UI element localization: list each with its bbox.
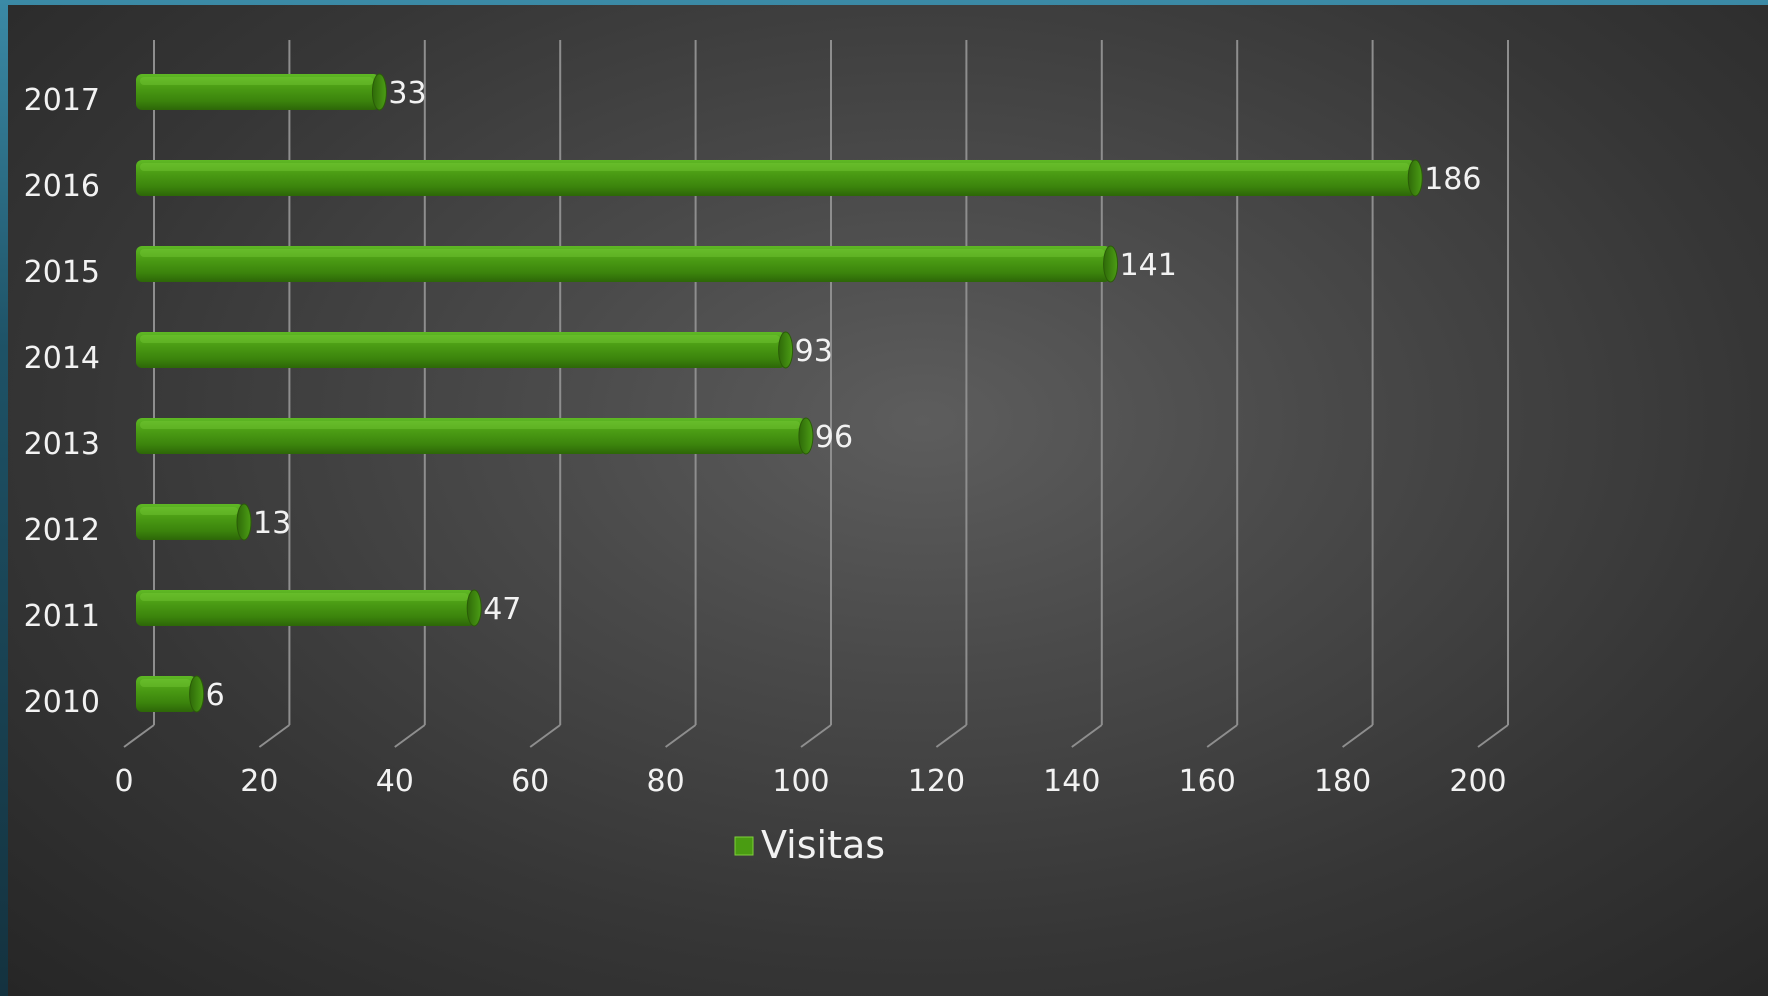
gridline-floor (394, 724, 426, 748)
x-tick-label: 80 (647, 764, 685, 799)
bar-cap (466, 589, 482, 627)
x-tick-label: 0 (114, 764, 133, 799)
bar (136, 245, 1119, 283)
bar-body (136, 160, 1416, 196)
bar-cap (1407, 159, 1423, 197)
y-category-label: 2017 (24, 83, 100, 118)
legend-label: Visitas (761, 823, 885, 867)
legend-item: Visitas (734, 823, 885, 867)
data-label: 6 (206, 678, 225, 713)
bar-highlight (140, 77, 374, 85)
bar (136, 159, 1423, 197)
x-tick-label: 180 (1314, 764, 1371, 799)
x-tick-label: 60 (511, 764, 549, 799)
data-label: 47 (483, 592, 521, 627)
legend-swatch (734, 836, 754, 856)
gridline-floor (665, 724, 697, 748)
gridline-floor (935, 724, 967, 748)
bar-body (136, 418, 806, 454)
bar-body (136, 246, 1111, 282)
data-label: 186 (1424, 162, 1481, 197)
x-tick-label: 140 (1043, 764, 1100, 799)
data-label: 13 (253, 506, 291, 541)
bar-cap (798, 417, 814, 455)
gridline-floor (1477, 724, 1509, 748)
y-axis: 2010 2011 2012 2013 2014 2015 2016 2017 (24, 83, 100, 720)
data-label: 93 (795, 334, 833, 369)
bar-cap (189, 675, 205, 713)
data-label: 33 (388, 76, 426, 111)
bar (136, 417, 814, 455)
x-tick-label: 40 (376, 764, 414, 799)
bar-highlight (140, 679, 191, 687)
bar-highlight (140, 593, 469, 601)
y-category-label: 2013 (24, 427, 100, 462)
bar-body (136, 676, 197, 712)
bar-highlight (140, 421, 800, 429)
gridline-floor (123, 724, 155, 748)
bar (136, 73, 387, 111)
gridline-floor (1071, 724, 1103, 748)
data-label: 96 (815, 420, 853, 455)
bar (136, 675, 205, 713)
y-category-label: 2016 (24, 169, 100, 204)
bar-highlight (140, 163, 1410, 171)
bar-cap (1103, 245, 1119, 283)
y-category-label: 2012 (24, 513, 100, 548)
gridlines (123, 40, 1509, 748)
bar (136, 503, 252, 541)
x-tick-label: 20 (240, 764, 278, 799)
bar-cap (778, 331, 794, 369)
gridline-floor (800, 724, 832, 748)
bar-body (136, 74, 380, 110)
x-tick-label: 120 (908, 764, 965, 799)
bar-highlight (140, 335, 780, 343)
bar-body (136, 590, 475, 626)
bar-body (136, 332, 786, 368)
bars: 6 47 13 96 93 141 186 33 (136, 73, 1481, 713)
y-category-label: 2014 (24, 341, 100, 376)
bar-body (136, 504, 245, 540)
bar-cap (371, 73, 387, 111)
bar-cap (236, 503, 252, 541)
gridline-floor (1206, 724, 1238, 748)
x-tick-label: 160 (1179, 764, 1236, 799)
bar-highlight (140, 507, 239, 515)
bar (136, 589, 482, 627)
gridline-floor (258, 724, 290, 748)
bar-highlight (140, 249, 1105, 257)
x-tick-label: 200 (1449, 764, 1506, 799)
x-axis: 0 20 40 60 80 100 120 140 160 180 200 (114, 764, 1506, 799)
data-label: 141 (1120, 248, 1177, 283)
gridline-floor (1342, 724, 1374, 748)
y-category-label: 2010 (24, 685, 100, 720)
gridline-floor (529, 724, 561, 748)
bar (136, 331, 794, 369)
y-category-label: 2011 (24, 599, 100, 634)
y-category-label: 2015 (24, 255, 100, 290)
x-tick-label: 100 (772, 764, 829, 799)
legend: Visitas (734, 823, 885, 867)
